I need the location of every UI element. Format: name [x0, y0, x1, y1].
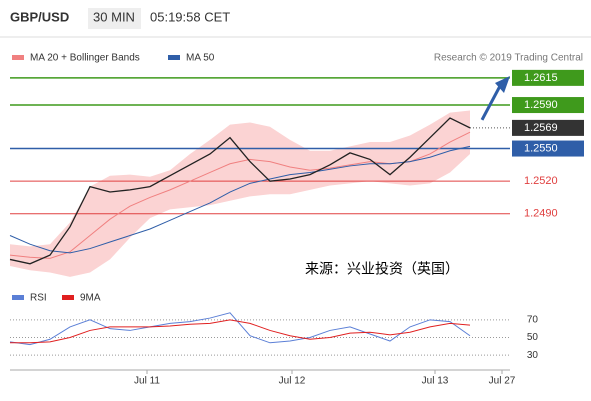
- bollinger-band: [10, 110, 470, 277]
- x-tick-label: Jul 12: [279, 376, 306, 387]
- price-line: [9, 117, 471, 265]
- legend-swatch: [62, 295, 74, 300]
- legend-label: RSI: [30, 293, 47, 304]
- level-box: [512, 140, 584, 157]
- symbol: GBP/USD: [10, 9, 69, 24]
- level-label: 1.2520: [524, 175, 558, 187]
- y-tick-label: 70: [527, 314, 539, 325]
- level-label: 1.2550: [524, 142, 558, 154]
- annotation: 来源：兴业投资（英国）: [305, 261, 459, 277]
- x-tick-label: Jul 13: [422, 376, 449, 387]
- x-tick-label: Jul 27: [489, 376, 516, 387]
- ma-line: [9, 145, 471, 254]
- legend-label: MA 50: [186, 53, 215, 64]
- level-box: [512, 69, 584, 86]
- legend-label: MA 20 + Bollinger Bands: [30, 53, 140, 64]
- level-box: [512, 97, 584, 114]
- rsi-line: [9, 312, 471, 346]
- legend-swatch: [12, 295, 24, 300]
- y-tick-label: 30: [527, 350, 539, 361]
- arrow-head: [495, 76, 510, 93]
- level-label: 1.2590: [524, 99, 558, 111]
- level-label: 1.2490: [524, 208, 558, 220]
- level-label: 1.2569: [524, 122, 558, 134]
- level-label: 1.2615: [524, 72, 558, 84]
- forecast-arrow: [480, 85, 502, 121]
- legend-label: 9MA: [80, 293, 101, 304]
- legend-swatch: [12, 55, 24, 60]
- time: 05:19:58 CET: [150, 9, 230, 24]
- interval: 30 MIN: [93, 9, 135, 24]
- interval-box: [88, 8, 141, 29]
- rsi-line: [10, 319, 471, 344]
- credit: Research © 2019 Trading Central: [434, 53, 583, 64]
- level-box: [512, 119, 584, 136]
- x-tick-label: Jul 11: [134, 376, 160, 387]
- legend-swatch: [168, 55, 180, 60]
- y-tick-label: 50: [527, 332, 539, 343]
